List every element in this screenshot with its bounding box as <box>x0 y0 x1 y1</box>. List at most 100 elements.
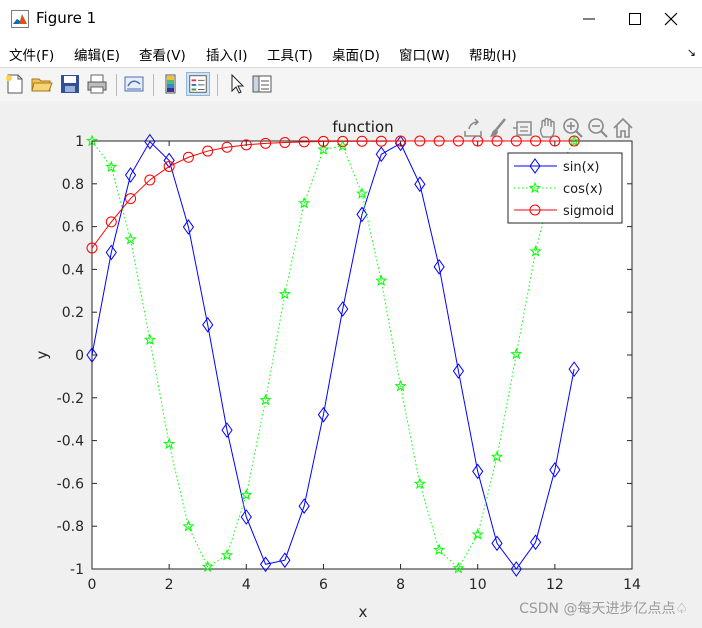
new-figure-icon[interactable] <box>3 72 27 96</box>
x-tick-label: 8 <box>396 577 405 593</box>
data-point <box>452 561 465 574</box>
data-point <box>144 174 156 186</box>
legend[interactable]: sin(x) cos(x) sigmoid <box>507 152 623 224</box>
zoom-in-icon-handle <box>575 130 583 138</box>
data-point <box>491 135 503 147</box>
data-point <box>279 136 291 148</box>
figure-toolbar <box>0 67 702 102</box>
x-tick-label: 0 <box>88 577 97 593</box>
pointer-icon[interactable] <box>224 72 248 96</box>
watermark-text: CSDN @每天进步亿点点♤ <box>519 601 688 617</box>
data-point <box>433 135 445 147</box>
close-icon[interactable] <box>648 0 694 38</box>
data-point <box>221 141 233 153</box>
zoom-out-icon-lens <box>588 118 604 134</box>
legend-icon[interactable] <box>186 72 210 96</box>
save-icon[interactable] <box>58 72 82 96</box>
data-point <box>125 193 137 205</box>
y-tick-label: 0.2 <box>62 305 84 321</box>
menu-file[interactable]: 文件(F) <box>9 48 55 64</box>
maximize-icon[interactable] <box>612 0 658 38</box>
matlab-logo-icon <box>11 10 29 28</box>
ticks-layer: 0 2 4 6 8 10 12 14 -1 -0.8 -0.6 -0.4 -0.2 0 0.2 0.4 0.6 0… <box>57 134 641 593</box>
print-icon[interactable] <box>85 72 109 96</box>
data-point <box>355 187 369 199</box>
series-line <box>91 140 575 570</box>
y-tick-label: -0.2 <box>57 391 84 407</box>
data-point <box>105 244 117 261</box>
legend-entry[interactable]: cos(x) <box>514 181 603 197</box>
x-tick-label: 14 <box>623 577 641 593</box>
legend-marker <box>528 181 542 194</box>
series-line <box>91 140 575 570</box>
menu-insert[interactable]: 插入(I) <box>206 48 248 64</box>
data-point <box>202 145 214 157</box>
data-point <box>414 176 426 193</box>
data-point <box>220 548 234 561</box>
menu-desktop[interactable]: 桌面(D) <box>332 48 380 64</box>
data-point <box>568 361 580 377</box>
data-point <box>163 152 175 169</box>
zoom-in-icon-lens <box>563 118 579 134</box>
chart-title: function <box>332 118 393 136</box>
series-line <box>91 140 575 249</box>
data-point <box>143 333 156 346</box>
data-tips-icon[interactable] <box>513 121 532 136</box>
data-point <box>568 135 581 147</box>
zoom-in-icon[interactable] <box>563 118 583 138</box>
data-point <box>202 316 214 333</box>
y-tick-label: -0.4 <box>57 434 84 450</box>
toolbar-separator <box>217 74 218 96</box>
legend-entry[interactable]: sigmoid <box>514 204 614 219</box>
series-sigmoid <box>86 135 580 254</box>
legend-marker <box>529 204 541 216</box>
toolbar-separator <box>153 74 154 96</box>
colorbar-icon[interactable] <box>159 72 183 96</box>
brush-icon-tip <box>490 129 498 137</box>
data-point <box>182 219 195 235</box>
menu-window[interactable]: 窗口(W) <box>399 48 450 64</box>
brush-icon-handle <box>495 118 506 131</box>
open-file-icon[interactable] <box>30 72 54 96</box>
y-tick-label: 0.6 <box>62 220 84 236</box>
data-point <box>529 534 542 551</box>
data-point <box>490 450 504 463</box>
property-inspector-icon[interactable] <box>250 72 274 96</box>
brush-icon[interactable] <box>490 118 506 137</box>
pan-icon[interactable] <box>539 117 555 138</box>
data-point <box>337 301 349 317</box>
minimize-icon[interactable] <box>566 0 612 38</box>
data-point <box>240 509 252 525</box>
link-plot-icon[interactable] <box>122 72 146 96</box>
export-icon[interactable] <box>464 118 482 137</box>
data-point <box>278 287 291 300</box>
legend-entry[interactable]: sin(x) <box>514 158 599 175</box>
data-point <box>549 462 561 478</box>
data-point <box>260 137 272 149</box>
data-point <box>259 393 272 406</box>
data-point <box>221 422 233 438</box>
data-point <box>375 135 387 147</box>
data-point <box>356 206 368 223</box>
data-point <box>529 244 542 257</box>
data-point <box>317 135 329 147</box>
data-point <box>240 139 252 151</box>
data-point <box>433 543 446 556</box>
data-point <box>510 347 523 360</box>
data-point <box>394 379 407 392</box>
home-icon[interactable] <box>613 117 633 138</box>
data-point <box>240 488 253 501</box>
menu-edit[interactable]: 编辑(E) <box>74 48 121 64</box>
data-point <box>298 498 310 514</box>
zoom-out-icon[interactable] <box>588 118 608 138</box>
axes-toolbar <box>464 117 633 138</box>
menu-help[interactable]: 帮助(H) <box>469 48 517 64</box>
menu-tools[interactable]: 工具(T) <box>267 48 313 64</box>
data-point <box>105 216 117 228</box>
data-point <box>124 167 137 183</box>
menu-view[interactable]: 查看(V) <box>139 48 186 64</box>
y-tick-label: -1 <box>70 562 84 578</box>
data-point <box>375 146 387 163</box>
arrow-icon[interactable]: ↘ <box>686 46 696 59</box>
